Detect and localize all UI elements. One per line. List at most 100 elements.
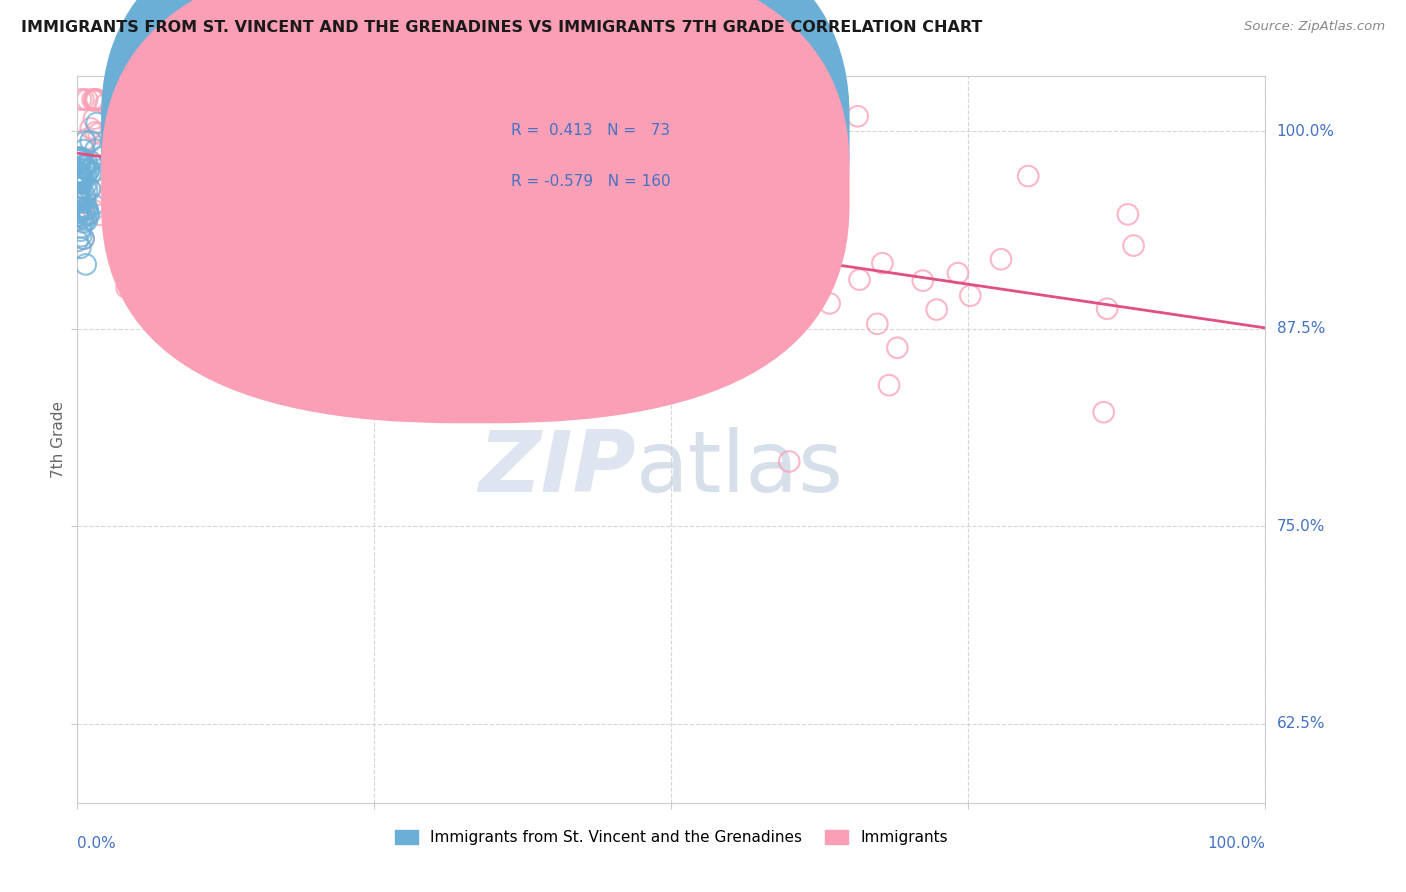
Point xyxy=(333,148,356,162)
Point xyxy=(198,103,221,117)
Point xyxy=(69,180,91,194)
Point xyxy=(690,160,713,174)
Point xyxy=(94,97,117,112)
Point xyxy=(589,260,612,274)
Point xyxy=(285,197,308,211)
Point xyxy=(70,152,93,166)
Point xyxy=(222,237,245,252)
Point xyxy=(69,202,91,216)
Point xyxy=(336,181,359,195)
Point xyxy=(422,285,444,299)
Point xyxy=(67,167,90,181)
Point xyxy=(142,260,165,275)
Point xyxy=(69,165,91,179)
Point xyxy=(91,138,114,153)
Point xyxy=(121,112,143,126)
Point xyxy=(335,203,357,218)
Point xyxy=(79,182,101,196)
Point xyxy=(67,173,90,187)
Point xyxy=(76,93,98,107)
Point xyxy=(367,181,389,195)
Point xyxy=(249,300,271,314)
Point xyxy=(276,235,298,250)
Point xyxy=(626,203,648,218)
Point xyxy=(502,137,524,152)
Point xyxy=(77,164,100,178)
Point xyxy=(990,252,1012,267)
Point xyxy=(187,128,209,142)
Point xyxy=(461,180,484,194)
Point xyxy=(69,93,91,107)
Point xyxy=(72,152,94,166)
Point xyxy=(382,244,405,258)
Point xyxy=(79,121,101,136)
Point xyxy=(773,196,796,211)
Point xyxy=(75,193,97,207)
Point xyxy=(75,208,97,222)
Point xyxy=(107,158,129,172)
Point xyxy=(925,302,948,317)
Point xyxy=(959,289,981,303)
Point xyxy=(82,198,104,212)
Point xyxy=(186,219,208,233)
Point xyxy=(69,194,91,208)
Point xyxy=(67,206,90,220)
Point xyxy=(79,182,101,196)
Point xyxy=(75,169,97,183)
Point xyxy=(67,187,90,202)
Point xyxy=(72,177,94,191)
Text: R = -0.579   N = 160: R = -0.579 N = 160 xyxy=(510,174,671,189)
Point xyxy=(541,192,564,206)
Point xyxy=(73,143,96,157)
Legend: Immigrants from St. Vincent and the Grenadines, Immigrants: Immigrants from St. Vincent and the Gren… xyxy=(391,825,952,850)
Point xyxy=(73,161,96,176)
Point xyxy=(69,168,91,182)
Text: IMMIGRANTS FROM ST. VINCENT AND THE GRENADINES VS IMMIGRANTS 7TH GRADE CORRELATI: IMMIGRANTS FROM ST. VINCENT AND THE GREN… xyxy=(21,20,983,35)
Point xyxy=(186,253,208,268)
Point xyxy=(75,162,97,177)
Point xyxy=(588,359,610,374)
Point xyxy=(866,317,889,331)
Point xyxy=(443,155,465,169)
Point xyxy=(77,163,100,178)
Point xyxy=(273,140,295,154)
Point xyxy=(136,166,159,180)
Point xyxy=(1092,405,1115,419)
FancyBboxPatch shape xyxy=(101,0,849,424)
Point xyxy=(67,204,90,219)
Point xyxy=(73,133,96,147)
Point xyxy=(449,272,471,286)
Point xyxy=(155,219,177,233)
Point xyxy=(90,150,112,164)
Point xyxy=(191,268,214,283)
Point xyxy=(347,185,370,199)
Point xyxy=(83,93,105,107)
Point xyxy=(359,298,381,312)
Point xyxy=(204,187,226,202)
Point xyxy=(143,95,166,109)
Point xyxy=(72,231,94,245)
Point xyxy=(202,194,225,209)
Point xyxy=(301,187,323,202)
Point xyxy=(83,94,105,108)
Point xyxy=(1116,207,1139,221)
Point xyxy=(82,165,104,179)
Point xyxy=(503,211,526,226)
Point xyxy=(342,252,364,267)
Point xyxy=(911,274,934,288)
Point xyxy=(457,162,479,177)
Point xyxy=(75,257,97,271)
Point xyxy=(517,194,540,209)
Point xyxy=(66,153,89,167)
Point xyxy=(76,201,98,215)
Point xyxy=(344,228,367,243)
Y-axis label: 7th Grade: 7th Grade xyxy=(51,401,66,478)
Point xyxy=(70,171,93,186)
Point xyxy=(73,232,96,246)
Point xyxy=(155,93,177,107)
Point xyxy=(115,225,138,239)
Point xyxy=(228,93,250,107)
Point xyxy=(84,125,107,139)
Point xyxy=(73,135,96,149)
Point xyxy=(314,203,336,218)
